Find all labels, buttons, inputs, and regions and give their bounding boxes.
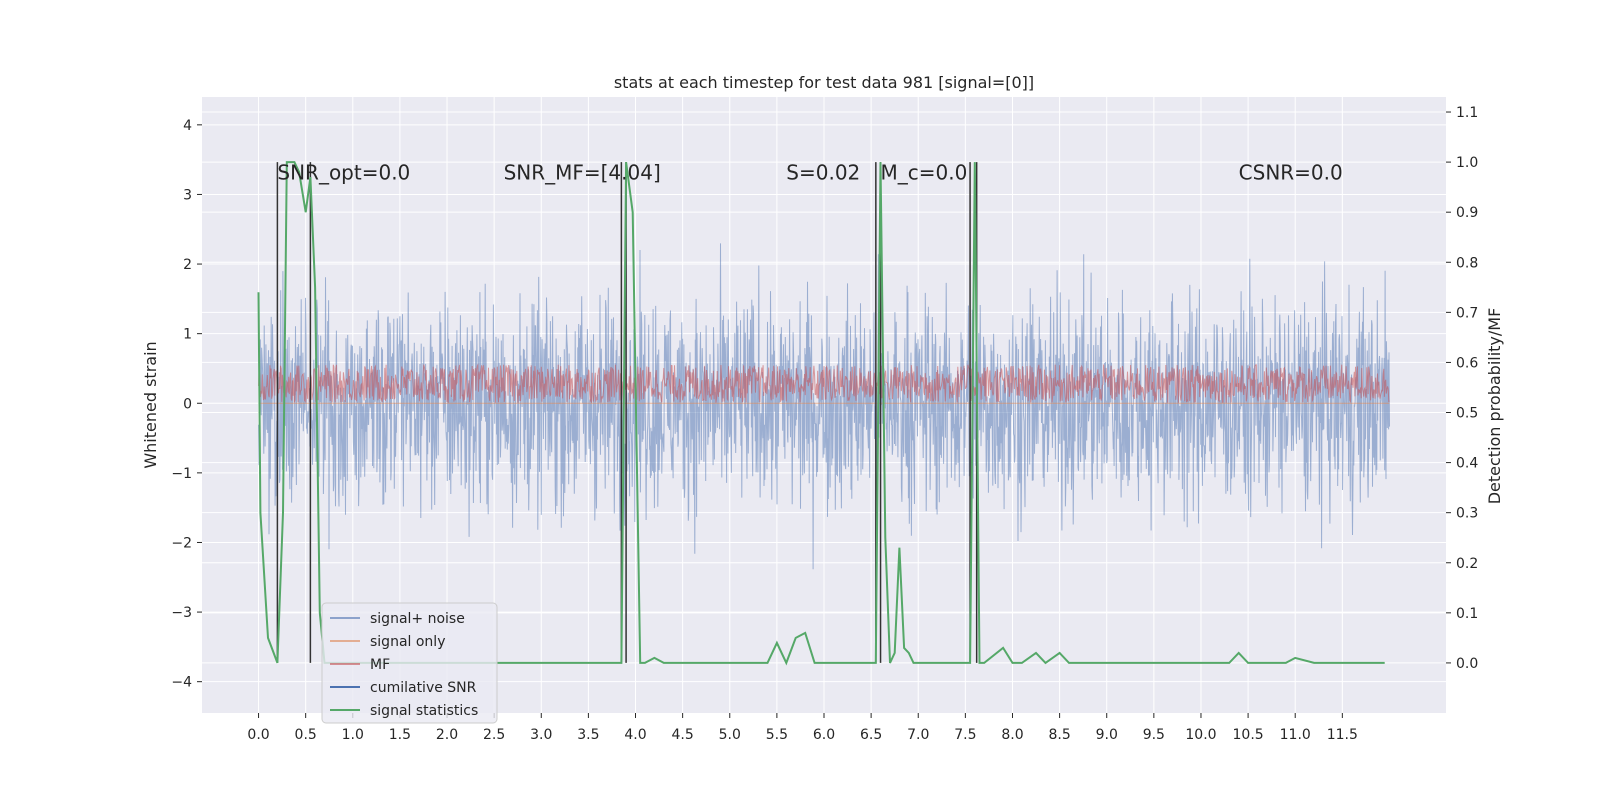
signal-noise-series [258,243,1390,570]
y-axis-left-label: Whitened strain [141,341,160,468]
x-tick-label: 3.5 [577,727,599,743]
chart-title: stats at each timestep for test data 981… [614,73,1034,92]
plot-layer [257,161,1390,666]
annotation-text: M_c=0.0 [881,160,968,184]
y-right-tick-label: 1.0 [1456,155,1478,171]
x-tick-label: 2.5 [483,727,505,743]
legend-label: MF [370,657,390,673]
legend: signal+ noise signal only MF cumilative SNR… [321,602,498,724]
y-right-tick-label: 0.8 [1456,255,1478,271]
y-left-tick-label: −3 [171,605,192,621]
legend-label: cumilative SNR [370,680,477,696]
annotation-text: S=0.02 [786,160,860,184]
x-tick-label: 10.5 [1233,727,1264,743]
annotation-text: SNR_opt=0.0 [277,160,410,184]
x-tick-label: 11.0 [1280,727,1311,743]
x-tick-label: 0.5 [295,727,317,743]
y-left-tick-label: −4 [171,675,192,691]
y-axis-right-label: Detection probability/MF [1485,308,1504,505]
legend-items: signal+ noise signal only MF cumilative SNR… [330,611,478,719]
y-right-tick-label: 0.7 [1456,305,1478,321]
legend-label: signal statistics [370,703,478,719]
x-tick-label: 4.0 [624,727,646,743]
x-tick-label: 8.5 [1048,727,1070,743]
x-tick-label: 4.5 [672,727,694,743]
y-left-tick-label: 0 [183,396,192,412]
x-tick-label: 10.0 [1185,727,1216,743]
x-tick-label: 0.0 [247,727,269,743]
y-right-tick-label: 0.0 [1456,656,1478,672]
y-left-tick-label: 3 [183,187,192,203]
y-right-tick-label: 0.1 [1456,606,1478,622]
y-right-tick-label: 0.4 [1456,456,1478,472]
y-left-tick-label: 2 [183,257,192,273]
x-tick-label: 3.0 [530,727,552,743]
x-tick-label: 5.0 [719,727,741,743]
y-right-tick-label: 0.3 [1456,506,1478,522]
x-axis-ticks: 0.0 0.5 1.0 1.5 2.0 2.5 3.0 3.5 4.0 4.5 5.0 5.5 6.0 6… [247,713,1358,743]
x-tick-label: 6.0 [813,727,835,743]
x-tick-label: 7.5 [954,727,976,743]
annotation-text: SNR_MF=[4.04] [504,160,661,184]
mf-series [258,363,1390,404]
x-tick-label: 9.5 [1143,727,1165,743]
x-tick-label: 2.0 [436,727,458,743]
mf-line [258,363,1390,404]
x-tick-label: 1.0 [342,727,364,743]
signal-statistics-line [257,161,1385,666]
x-tick-label: 9.0 [1096,727,1118,743]
y-left-tick-label: 4 [183,118,192,134]
y-axis-left-ticks: 4 3 2 1 0 −1 −2 −3 −4 [171,118,202,691]
x-tick-label: 7.0 [907,727,929,743]
signal-statistics-series [257,161,1385,666]
y-left-tick-label: 1 [183,327,192,343]
x-tick-label: 8.0 [1001,727,1023,743]
x-tick-label: 1.5 [389,727,411,743]
signal-noise-line [258,243,1390,570]
legend-label: signal+ noise [370,611,465,627]
y-left-tick-label: −2 [171,535,192,551]
y-right-tick-label: 0.5 [1456,406,1478,422]
y-right-tick-label: 1.1 [1456,105,1478,121]
annotation-text: CSNR=0.0 [1239,160,1343,184]
x-tick-label: 5.5 [766,727,788,743]
y-axis-right-ticks: 1.1 1.0 0.9 0.8 0.7 0.6 0.5 0.4 0.3 0.2 0.1 0.0 [1446,105,1478,672]
x-tick-label: 11.5 [1327,727,1358,743]
x-tick-label: 6.5 [860,727,882,743]
y-right-tick-label: 0.2 [1456,556,1478,572]
legend-label: signal only [370,634,445,650]
legend-box [321,602,498,724]
annotations: SNR_opt=0.0 SNR_MF=[4.04] S=0.02 M_c=0.0 CSN… [277,160,1342,184]
y-right-tick-label: 0.6 [1456,355,1478,371]
y-left-tick-label: −1 [171,466,192,482]
y-right-tick-label: 0.9 [1456,205,1478,221]
